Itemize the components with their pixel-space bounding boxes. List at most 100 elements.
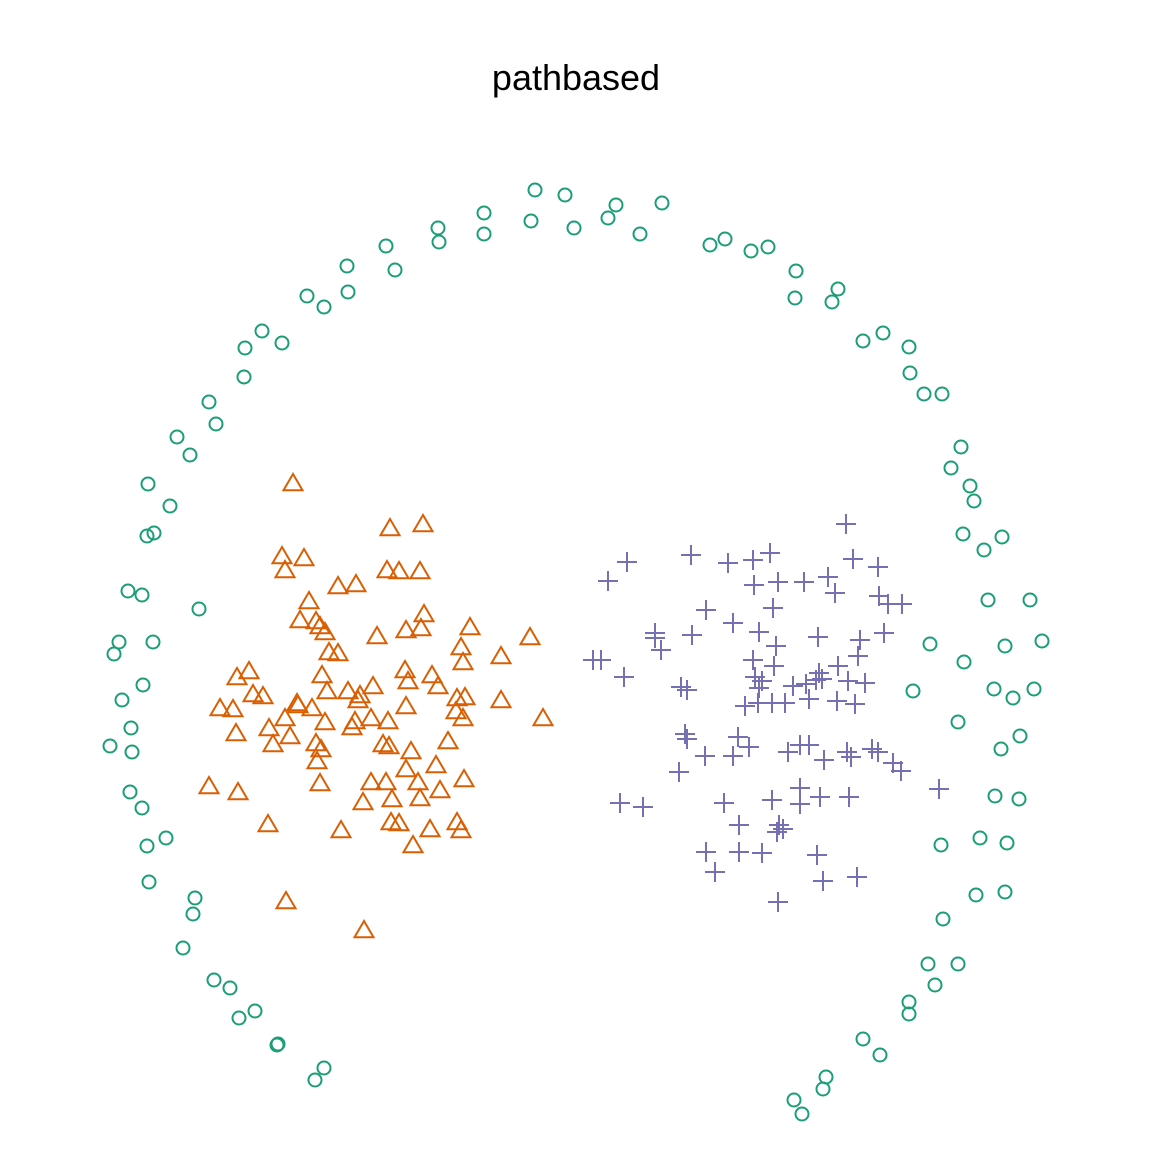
point-circle (901, 1006, 917, 1022)
point-triangle (300, 697, 324, 717)
point-circle (566, 220, 582, 236)
point-plus (799, 735, 819, 755)
point-triangle (365, 625, 389, 645)
point-triangle (336, 680, 360, 700)
point-plus (799, 689, 819, 709)
point-circle (206, 972, 222, 988)
point-circle (994, 529, 1010, 545)
point-plus (794, 572, 814, 592)
point-circle (815, 1081, 831, 1097)
point-triangle (451, 707, 475, 727)
point-circle (269, 1037, 285, 1053)
point-plus (838, 671, 858, 691)
point-plus (813, 871, 833, 891)
point-plus (752, 843, 772, 863)
point-plus (874, 623, 894, 643)
point-triangle (409, 617, 433, 637)
point-plus (696, 600, 716, 620)
point-plus (828, 656, 848, 676)
point-triangle (274, 890, 298, 910)
point-triangle (288, 609, 312, 629)
point-plus (855, 673, 875, 693)
point-circle (788, 263, 804, 279)
point-triangle (518, 626, 542, 646)
point-plus (868, 557, 888, 577)
point-circle (934, 386, 950, 402)
point-triangle (406, 771, 430, 791)
point-triangle (351, 791, 375, 811)
point-triangle (309, 738, 333, 758)
point-triangle (361, 675, 385, 695)
point-triangle (359, 771, 383, 791)
point-triangle (273, 707, 297, 727)
point-circle (201, 394, 217, 410)
point-plus (677, 729, 697, 749)
point-plus (775, 693, 795, 713)
point-triangle (377, 735, 401, 755)
point-triangle (428, 779, 452, 799)
point-circle (124, 744, 140, 760)
point-circle (902, 365, 918, 381)
point-triangle (399, 740, 423, 760)
point-triangle (489, 645, 513, 665)
point-circle (387, 262, 403, 278)
point-triangle (251, 685, 275, 705)
point-plus (837, 742, 857, 762)
point-circle (237, 340, 253, 356)
point-triangle (225, 666, 249, 686)
point-plus (763, 598, 783, 618)
point-triangle (313, 711, 337, 731)
point-plus (739, 737, 759, 757)
point-triangle (273, 559, 297, 579)
point-plus (705, 862, 725, 882)
point-plus (675, 724, 695, 744)
point-plus (839, 787, 859, 807)
point-circle (855, 333, 871, 349)
point-plus (778, 742, 798, 762)
point-circle (222, 980, 238, 996)
point-circle (316, 1060, 332, 1076)
point-plus (808, 627, 828, 647)
point-plus (729, 815, 749, 835)
point-plus (743, 650, 763, 670)
point-circle (872, 1047, 888, 1063)
point-circle (968, 887, 984, 903)
point-triangle (449, 636, 473, 656)
point-circle (145, 634, 161, 650)
point-triangle (451, 651, 475, 671)
point-circle (632, 226, 648, 242)
point-plus (718, 553, 738, 573)
point-triangle (297, 590, 321, 610)
point-circle (140, 476, 156, 492)
point-circle (175, 940, 191, 956)
point-circle (1012, 728, 1028, 744)
point-circle (114, 692, 130, 708)
point-triangle (317, 641, 341, 661)
point-plus (783, 676, 803, 696)
point-circle (787, 290, 803, 306)
point-circle (986, 681, 1002, 697)
point-circle (274, 335, 290, 351)
point-triangle (458, 616, 482, 636)
point-triangle (305, 750, 329, 770)
point-triangle (340, 716, 364, 736)
point-plus (764, 656, 784, 676)
point-plus (807, 845, 827, 865)
point-triangle (270, 545, 294, 565)
point-plus (617, 552, 637, 572)
point-triangle (418, 818, 442, 838)
point-plus (848, 646, 868, 666)
point-circle (134, 587, 150, 603)
point-circle (307, 1072, 323, 1088)
point-circle (247, 1003, 263, 1019)
point-plus (743, 550, 763, 570)
point-circle (997, 638, 1013, 654)
point-circle (162, 498, 178, 514)
point-circle (760, 239, 776, 255)
point-circle (976, 542, 992, 558)
point-triangle (420, 664, 444, 684)
point-circle (927, 977, 943, 993)
point-triangle (424, 754, 448, 774)
point-circle (824, 294, 840, 310)
